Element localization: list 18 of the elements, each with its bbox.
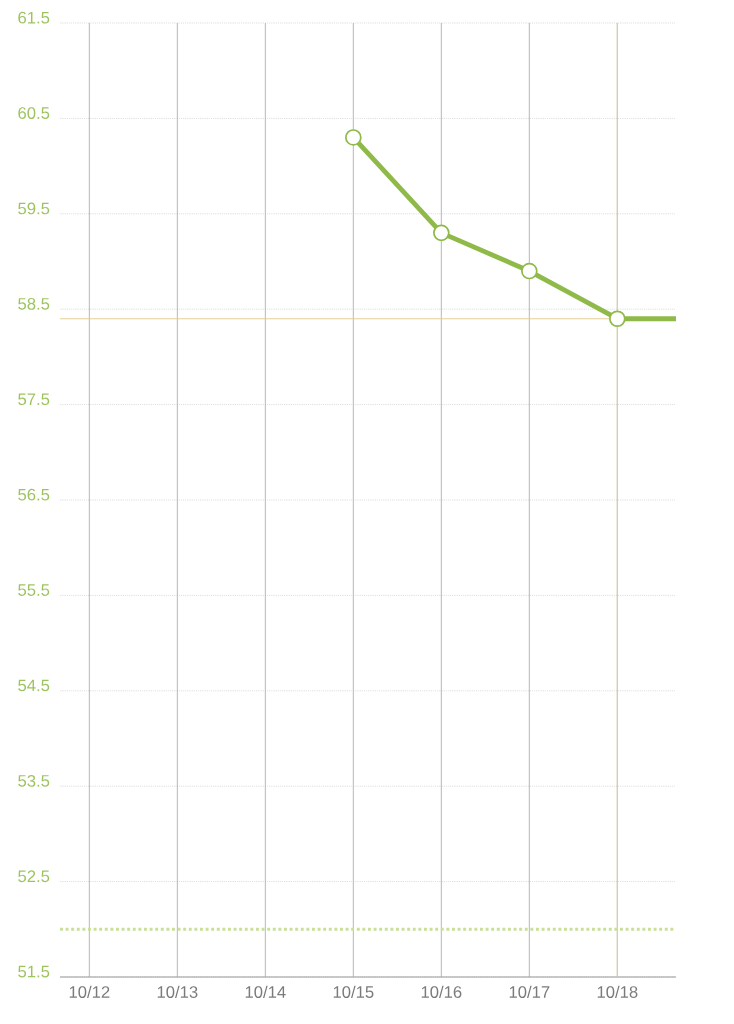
- x-tick-label: 10/12: [69, 985, 110, 998]
- x-tick-label: 10/14: [245, 985, 286, 998]
- y-tick-label: 51.5: [18, 965, 50, 978]
- y-tick-label: 52.5: [18, 870, 50, 883]
- y-tick-label: 57.5: [18, 393, 50, 406]
- x-tick-label: 10/16: [421, 985, 462, 998]
- y-tick-label: 54.5: [18, 679, 50, 692]
- x-tick-label: 10/17: [509, 985, 550, 998]
- y-tick-label: 53.5: [18, 774, 50, 787]
- x-tick-label: 10/18: [597, 985, 638, 998]
- y-tick-label: 58.5: [18, 297, 50, 310]
- y-tick-label: 61.5: [18, 11, 50, 24]
- x-tick-label: 10/15: [333, 985, 374, 998]
- y-tick-label: 55.5: [18, 584, 50, 596]
- x-tick-label: 10/13: [157, 985, 198, 998]
- y-tick-label: 59.5: [18, 202, 50, 215]
- y-tick-label: 60.5: [18, 107, 50, 119]
- y-tick-label: 56.5: [18, 488, 50, 501]
